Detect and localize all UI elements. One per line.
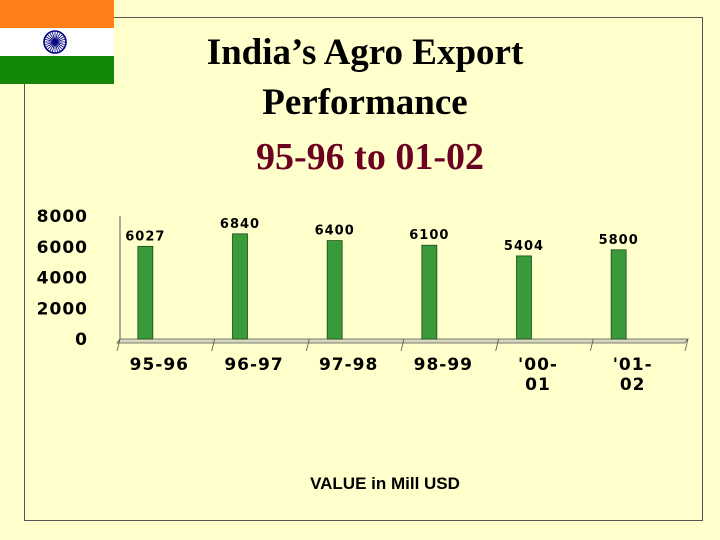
y-tick-label: 6000: [37, 238, 88, 258]
flag-saffron-band: [0, 0, 114, 28]
x-tick-label: 02: [620, 375, 646, 395]
x-tick-mark: [305, 338, 310, 352]
chakra-spoke: [45, 41, 56, 48]
y-tick-label: 2000: [37, 299, 88, 319]
chakra-spoke: [51, 31, 56, 43]
unit-note: VALUE in Mill USD: [310, 474, 460, 493]
data-label: 5404: [504, 239, 544, 254]
x-tick-mark: [495, 338, 500, 352]
chakra-spoke: [46, 41, 56, 51]
chakra-spoke: [54, 36, 65, 43]
chakra-spoke: [45, 36, 56, 43]
flag-green-band: [0, 56, 114, 84]
chakra-spoke: [44, 38, 56, 43]
data-label: 5800: [599, 233, 639, 248]
bar: [232, 233, 248, 340]
chakra-spoke: [46, 33, 56, 43]
chakra-spoke: [54, 32, 61, 43]
chakra-spoke: [54, 41, 66, 46]
x-tick-mark: [684, 338, 689, 352]
bar: [326, 240, 343, 340]
x-tick-label: '01-: [613, 355, 653, 375]
chakra-spoke: [54, 33, 64, 43]
chakra-spoke: [54, 31, 59, 43]
y-tick-label: 0: [75, 330, 88, 350]
x-tick-label: 97-98: [319, 355, 378, 375]
data-label: 6027: [125, 229, 165, 244]
slide-subtitle: 95-96 to 01-02: [256, 136, 484, 178]
y-tick-label: 8000: [37, 207, 88, 227]
data-label: 6840: [220, 217, 260, 232]
chakra-spoke: [49, 32, 56, 43]
chakra-spoke: [51, 41, 56, 53]
bar: [137, 245, 154, 340]
chakra-spoke: [49, 41, 56, 52]
x-tick-mark: [116, 338, 121, 352]
data-label: 6100: [409, 228, 449, 243]
bar-chart: 0 2000 4000 6000 8000 6027 6840 6400 6100 5404 580…: [37, 207, 689, 395]
y-tick-label: 4000: [37, 269, 88, 289]
chakra-spoke: [54, 41, 65, 48]
x-tick-label: 96-97: [224, 355, 283, 375]
bar: [610, 249, 627, 340]
ashoka-chakra-icon: [43, 30, 67, 54]
chakra-spoke: [54, 41, 64, 51]
india-flag-icon: [0, 0, 114, 84]
x-tick-label: '00-: [518, 355, 558, 375]
bar: [421, 244, 438, 340]
x-tick-mark: [589, 338, 594, 352]
slide-title-line1: India’s Agro Export: [206, 32, 524, 73]
chakra-spoke: [54, 41, 61, 52]
x-tick-label: 01: [525, 375, 551, 395]
x-tick-label: 95-96: [130, 355, 189, 375]
x-tick-label: 98-99: [414, 355, 473, 375]
slide-title-line2: Performance: [262, 82, 468, 123]
bar: [516, 255, 532, 340]
data-label: 6400: [315, 224, 355, 239]
x-tick-mark: [400, 338, 405, 352]
chakra-spoke: [44, 41, 56, 46]
chart-floor: [116, 338, 689, 344]
chakra-spoke: [54, 41, 59, 53]
x-tick-mark: [211, 338, 216, 352]
chakra-spoke: [54, 38, 66, 43]
slide-frame: [24, 17, 703, 521]
